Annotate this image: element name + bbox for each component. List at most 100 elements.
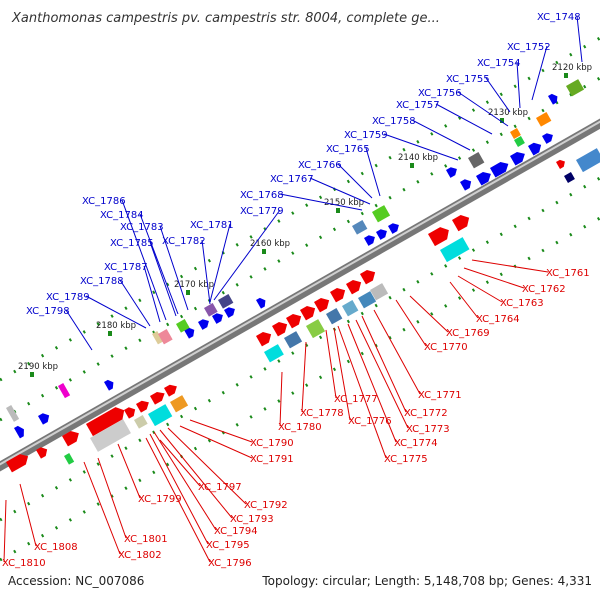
gene-label-xc-1769[interactable]: XC_1769 [446, 328, 490, 339]
gene-label-xc-1781[interactable]: XC_1781 [190, 220, 234, 231]
gene-arrow [256, 297, 266, 309]
tick-label: 2130 kbp [488, 108, 528, 118]
tick-label: 2160 kbp [250, 239, 290, 249]
gene-arrow [528, 142, 542, 156]
leader-line [531, 45, 548, 101]
gene-label-xc-1748[interactable]: XC_1748 [537, 12, 581, 23]
gene-block [204, 303, 218, 317]
gene-label-xc-1764[interactable]: XC_1764 [476, 314, 520, 325]
gene-label-xc-1755[interactable]: XC_1755 [446, 74, 490, 85]
gene-arrow [510, 152, 525, 166]
gene-label-xc-1776[interactable]: XC_1776 [348, 416, 392, 427]
gene-block [358, 291, 377, 309]
gene-label-xc-1768[interactable]: XC_1768 [240, 190, 284, 201]
gene-label-xc-1792[interactable]: XC_1792 [244, 500, 288, 511]
gene-label-xc-1797[interactable]: XC_1797 [198, 482, 242, 493]
gene-arrow [14, 425, 24, 439]
gene-arrow [62, 431, 79, 447]
leader-line [325, 329, 337, 399]
gene-label-xc-1810[interactable]: XC_1810 [2, 558, 46, 569]
gene-label-xc-1787[interactable]: XC_1787 [104, 262, 148, 273]
gene-label-xc-1782[interactable]: XC_1782 [162, 236, 206, 247]
gene-label-xc-1790[interactable]: XC_1790 [250, 438, 294, 449]
gene-label-xc-1791[interactable]: XC_1791 [250, 454, 294, 465]
gene-arrow [286, 314, 302, 329]
gene-label-xc-1762[interactable]: XC_1762 [522, 284, 566, 295]
gene-block [218, 294, 234, 309]
gene-arrow [164, 384, 177, 397]
tick-label: 2140 kbp [398, 153, 438, 163]
gene-block [352, 220, 368, 235]
gene-block [510, 128, 521, 139]
gene-label-xc-1763[interactable]: XC_1763 [500, 298, 544, 309]
gene-label-xc-1808[interactable]: XC_1808 [34, 542, 78, 553]
leader-line [463, 267, 525, 289]
gene-block [57, 383, 71, 399]
gene-label-xc-1801[interactable]: XC_1801 [124, 534, 168, 545]
gene-block [170, 395, 189, 413]
gene-label-xc-1796[interactable]: XC_1796 [208, 558, 252, 569]
gene-label-xc-1779[interactable]: XC_1779 [240, 206, 284, 217]
gene-label-xc-1761[interactable]: XC_1761 [546, 268, 590, 279]
gene-label-xc-1798[interactable]: XC_1798 [26, 306, 70, 317]
gene-label-xc-1783[interactable]: XC_1783 [120, 222, 164, 233]
leader-line [449, 281, 479, 319]
gene-label-xc-1786[interactable]: XC_1786 [82, 196, 126, 207]
leader-line [153, 431, 217, 531]
leader-line [347, 323, 397, 443]
gene-label-xc-1799[interactable]: XC_1799 [138, 494, 182, 505]
gene-label-xc-1784[interactable]: XC_1784 [100, 210, 144, 221]
gene-block [372, 205, 391, 223]
gene-arrow [256, 332, 272, 347]
gene-label-xc-1754[interactable]: XC_1754 [477, 58, 521, 69]
gene-label-xc-1788[interactable]: XC_1788 [80, 276, 124, 287]
gene-block [152, 331, 164, 345]
gene-label-xc-1789[interactable]: XC_1789 [46, 292, 90, 303]
gene-arrow [476, 172, 491, 186]
gene-label-xc-1757[interactable]: XC_1757 [396, 100, 440, 111]
leader-line [3, 499, 7, 563]
gene-label-xc-1765[interactable]: XC_1765 [326, 144, 370, 155]
gene-block [370, 283, 389, 301]
tick-mark [262, 249, 266, 254]
gene-label-xc-1773[interactable]: XC_1773 [406, 424, 450, 435]
gene-label-xc-1774[interactable]: XC_1774 [394, 438, 438, 449]
gene-label-xc-1758[interactable]: XC_1758 [372, 116, 416, 127]
gene-label-xc-1772[interactable]: XC_1772 [404, 408, 448, 419]
gene-label-xc-1794[interactable]: XC_1794 [214, 526, 258, 537]
gene-block [468, 152, 485, 169]
gene-label-xc-1785[interactable]: XC_1785 [110, 238, 154, 249]
gene-label-xc-1802[interactable]: XC_1802 [118, 550, 162, 561]
gene-arrow [36, 447, 48, 459]
gene-label-xc-1795[interactable]: XC_1795 [206, 540, 250, 551]
gene-label-xc-1767[interactable]: XC_1767 [270, 174, 314, 185]
gene-label-xc-1770[interactable]: XC_1770 [424, 342, 468, 353]
leader-line [411, 119, 471, 151]
leader-line [149, 433, 209, 545]
gene-label-xc-1793[interactable]: XC_1793 [230, 514, 274, 525]
gene-arrow [198, 319, 209, 330]
gene-label-xc-1780[interactable]: XC_1780 [278, 422, 322, 433]
gene-label-xc-1759[interactable]: XC_1759 [344, 130, 388, 141]
leader-line [471, 259, 549, 273]
gene-label-xc-1771[interactable]: XC_1771 [418, 390, 462, 401]
backbone [0, 118, 600, 472]
leader-line [516, 61, 521, 109]
leader-line [121, 199, 167, 321]
gene-block [440, 237, 470, 263]
accession-text: Accession: NC_007086 [8, 574, 145, 588]
gene-arrow [300, 306, 316, 321]
gene-label-xc-1778[interactable]: XC_1778 [300, 408, 344, 419]
gene-label-xc-1777[interactable]: XC_1777 [334, 394, 378, 405]
leader-line [435, 103, 493, 135]
gene-arrow [184, 327, 195, 339]
gene-label-xc-1756[interactable]: XC_1756 [418, 88, 462, 99]
gene-label-xc-1775[interactable]: XC_1775 [384, 454, 428, 465]
gene-label-xc-1752[interactable]: XC_1752 [507, 42, 551, 53]
gene-block [536, 112, 552, 127]
leader-line [167, 427, 247, 505]
gene-block [90, 419, 131, 452]
gene-label-xc-1766[interactable]: XC_1766 [298, 160, 342, 171]
gene-block [306, 319, 326, 339]
